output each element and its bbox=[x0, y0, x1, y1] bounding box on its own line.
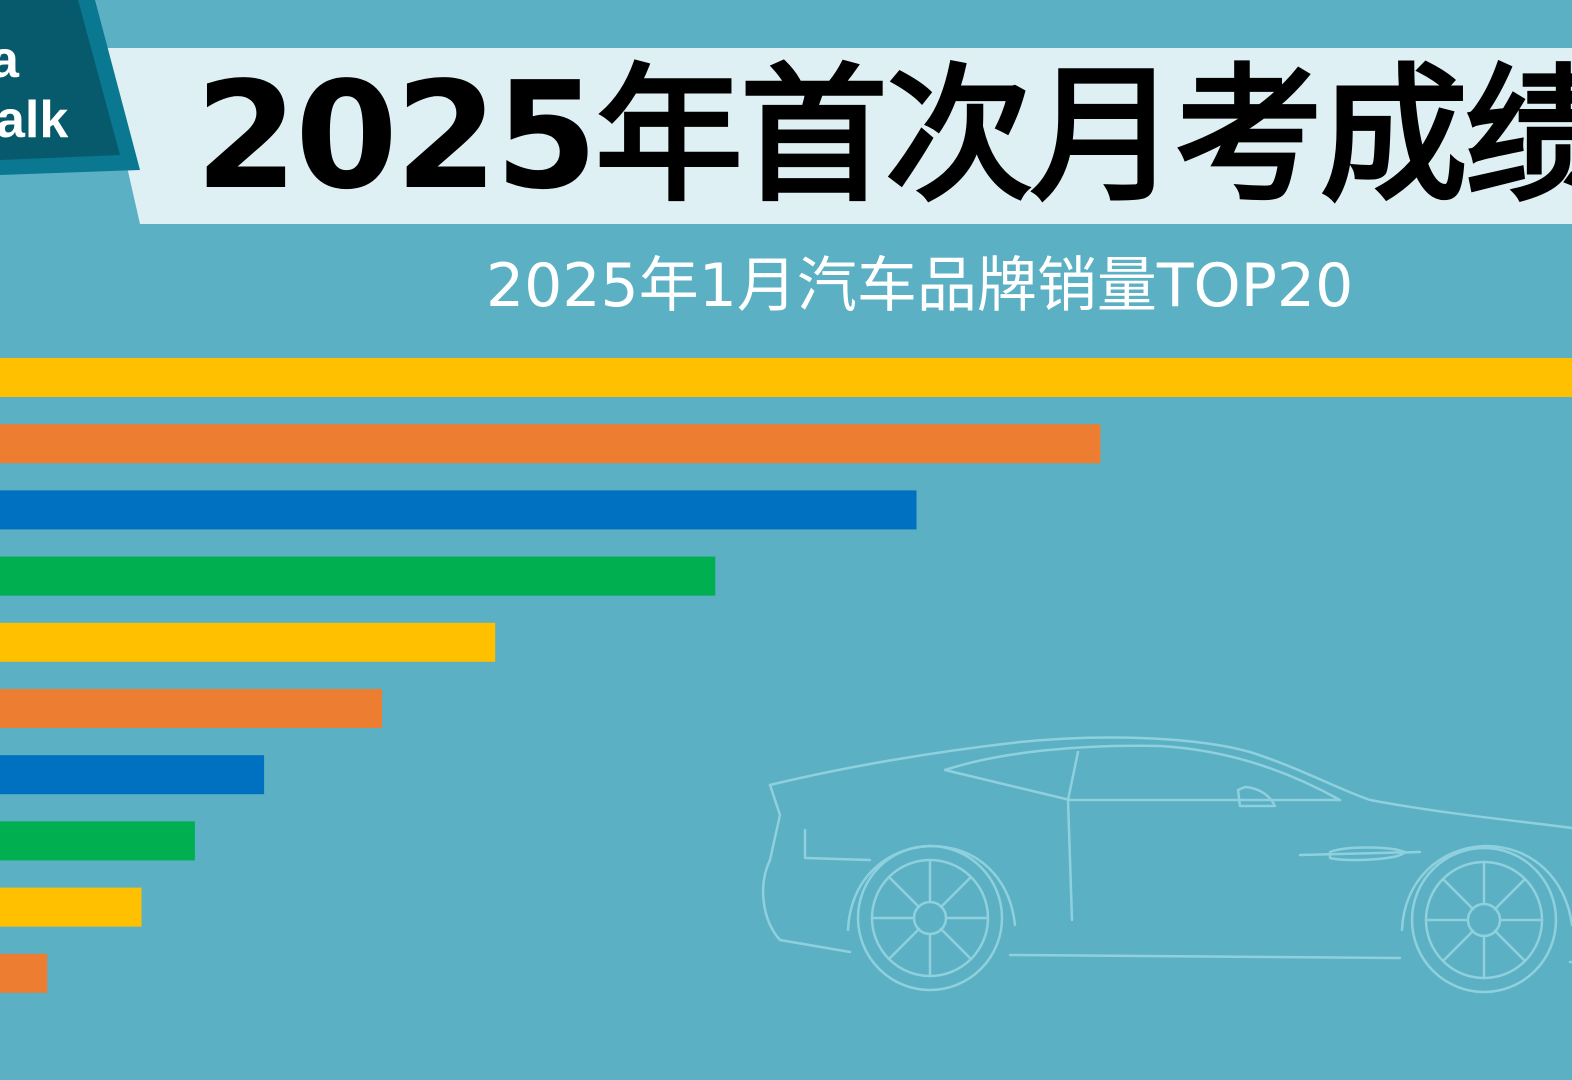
bar-2 bbox=[0, 424, 1101, 464]
car-lower-outline bbox=[761, 783, 852, 954]
bar-9 bbox=[0, 887, 142, 927]
rear-wheel-spokes bbox=[1424, 860, 1544, 980]
front-wheel-arch bbox=[846, 844, 1017, 932]
bars-layer bbox=[0, 358, 1572, 993]
chart-subtitle: 2025年1月汽车品牌销量TOP20 bbox=[486, 251, 1354, 321]
logo-text-line-1: a bbox=[0, 31, 19, 89]
car-outline-illustration bbox=[761, 736, 1572, 994]
rear-wheel-arch bbox=[1400, 844, 1572, 932]
car-side-mirror bbox=[1236, 785, 1277, 808]
bar-8 bbox=[0, 821, 195, 861]
page-title: 2025年首次月考成绩 bbox=[195, 50, 1572, 222]
car-window-pillar bbox=[1066, 750, 1080, 922]
title-band-background bbox=[100, 48, 1572, 224]
front-wheel-spokes bbox=[870, 858, 990, 978]
bar-5 bbox=[0, 622, 496, 662]
title-band-shapes bbox=[0, 0, 1572, 224]
bar-10 bbox=[0, 953, 48, 993]
car-window-frame bbox=[943, 744, 1342, 802]
car-body-outline bbox=[768, 736, 1572, 830]
bar-1 bbox=[0, 358, 1572, 397]
bar-7 bbox=[0, 755, 265, 795]
bar-4 bbox=[0, 556, 716, 596]
logo-text-line-2: alk bbox=[0, 91, 69, 149]
rear-wheel-tire bbox=[1410, 846, 1558, 994]
car-sill-line bbox=[1008, 953, 1572, 964]
car-body-crease bbox=[803, 828, 1422, 862]
bar-6 bbox=[0, 689, 382, 728]
logo-badge bbox=[0, 0, 120, 160]
bar-3 bbox=[0, 490, 917, 530]
